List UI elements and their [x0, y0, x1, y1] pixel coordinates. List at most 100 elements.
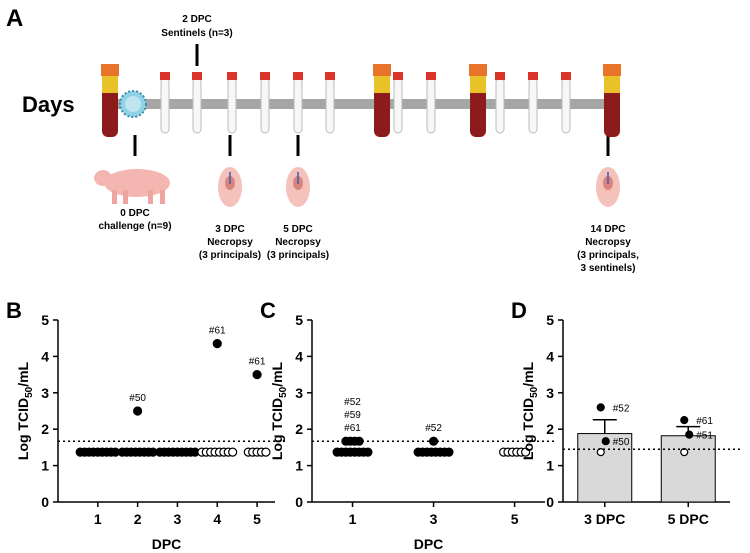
tube: [192, 77, 202, 134]
tube-cap: [495, 72, 505, 80]
tube: [393, 77, 403, 134]
y-tick-label: 5: [295, 312, 303, 328]
tube: [426, 77, 436, 134]
y-axis-label-part: 50: [278, 386, 289, 398]
event-label: 3 DPC: [215, 224, 244, 235]
tube: [227, 77, 237, 134]
x-axis-label: DPC: [414, 536, 444, 552]
point-annotation: #51: [696, 431, 713, 442]
y-axis-label-part: Log TCID: [269, 398, 285, 460]
data-point: [596, 403, 605, 412]
event-label: (3 principals): [199, 250, 261, 261]
y-axis-label-part: /mL: [15, 361, 31, 386]
tube: [260, 77, 270, 134]
panel-label: B: [6, 298, 22, 323]
data-point: [521, 447, 531, 457]
blood-tube-cap: [603, 64, 621, 76]
tube-cap: [293, 72, 303, 80]
tube-cap: [426, 72, 436, 80]
data-point: [363, 447, 373, 457]
y-axis-label-part: 50: [529, 386, 540, 398]
tube: [528, 77, 538, 134]
data-point: [354, 436, 364, 446]
data-point: [596, 448, 605, 457]
point-annotation: #59: [344, 410, 361, 421]
y-tick-label: 1: [295, 458, 303, 474]
panel-label: A: [6, 5, 23, 32]
blood-tube-serum: [374, 75, 390, 93]
x-tick-label: 5 DPC: [668, 511, 709, 527]
tube-cap: [325, 72, 335, 80]
x-tick-label: 1: [94, 511, 102, 527]
tube: [561, 77, 571, 134]
x-tick-label: 5: [511, 511, 519, 527]
tube: [160, 77, 170, 134]
event-label: 14 DPC: [590, 224, 625, 235]
event-label: 5 DPC: [283, 224, 312, 235]
panel-label: D: [511, 298, 527, 323]
tube-cap: [528, 72, 538, 80]
x-tick-label: 3: [174, 511, 182, 527]
x-tick-label: 5: [253, 511, 261, 527]
bar: [660, 435, 716, 503]
panel-label: C: [260, 298, 276, 323]
point-annotation: #50: [129, 393, 146, 404]
y-tick-label: 2: [546, 421, 554, 437]
event-label: Necropsy: [585, 237, 631, 248]
pig-icon: [94, 169, 170, 204]
necropsy-icons: [218, 167, 620, 207]
event-label: Necropsy: [207, 237, 253, 248]
y-tick-label: 3: [295, 385, 303, 401]
data-point: [601, 437, 610, 446]
blood-tube-cap: [101, 64, 119, 76]
tube-cap: [260, 72, 270, 80]
data-point: [444, 447, 454, 457]
y-tick-label: 2: [295, 421, 303, 437]
data-point: [212, 339, 222, 349]
blood-tube-cap: [469, 64, 487, 76]
blood-tube-cap: [373, 64, 391, 76]
event-label: (3 principals): [267, 250, 329, 261]
x-tick-label: 4: [213, 511, 221, 527]
timeline-label: Days: [22, 92, 75, 117]
y-tick-label: 4: [41, 348, 49, 364]
y-axis-label: Log TCID50/mL: [269, 361, 289, 460]
y-tick-label: 4: [546, 348, 554, 364]
data-point: [261, 447, 271, 457]
point-annotation: #52: [425, 423, 442, 434]
point-annotation: #61: [344, 423, 361, 434]
data-point: [228, 447, 238, 457]
event-label: 0 DPC: [120, 208, 149, 219]
virus-icon: [119, 90, 147, 118]
point-annotation: #52: [613, 403, 630, 414]
blood-tube-serum: [470, 75, 486, 93]
y-tick-label: 5: [41, 312, 49, 328]
data-point: [685, 430, 694, 439]
y-tick-label: 0: [41, 494, 49, 510]
y-tick-label: 2: [41, 421, 49, 437]
event-label: challenge (n=9): [98, 221, 171, 232]
tube: [293, 77, 303, 134]
x-axis-label: DPC: [152, 536, 182, 552]
point-annotation: #52: [344, 397, 361, 408]
event-label: (3 principals,: [577, 250, 639, 261]
y-tick-label: 3: [546, 385, 554, 401]
tubes: [101, 64, 621, 137]
x-tick-label: 3: [430, 511, 438, 527]
timeline-bar: [105, 99, 620, 109]
x-tick-label: 3 DPC: [584, 511, 625, 527]
data-point: [133, 406, 143, 416]
tube: [325, 77, 335, 134]
x-tick-label: 2: [134, 511, 142, 527]
y-tick-label: 3: [41, 385, 49, 401]
tube-cap: [561, 72, 571, 80]
data-point: [252, 370, 262, 380]
tube-cap: [227, 72, 237, 80]
y-axis-label-part: Log TCID: [520, 398, 536, 460]
tube-cap: [393, 72, 403, 80]
y-axis-label: Log TCID50/mL: [520, 361, 540, 460]
x-tick-label: 1: [349, 511, 357, 527]
y-tick-label: 4: [295, 348, 303, 364]
y-axis-label-part: Log TCID: [15, 398, 31, 460]
